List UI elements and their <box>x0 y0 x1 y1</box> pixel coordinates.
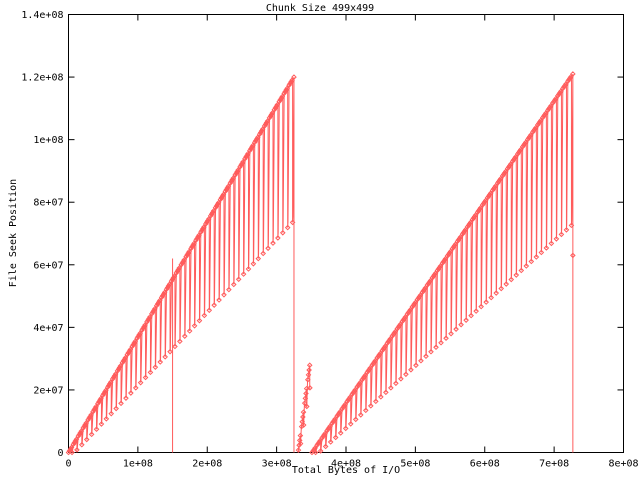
x-tick-label: 8e+08 <box>608 459 638 470</box>
y-tick-label: 8e+07 <box>33 198 63 209</box>
x-tick-label: 0 <box>65 459 71 470</box>
x-axis-label: Total Bytes of I/O <box>292 465 400 476</box>
x-tick-label: 1e+08 <box>123 459 153 470</box>
y-axis-label: File Seek Position <box>8 179 19 287</box>
x-tick-label: 6e+08 <box>470 459 500 470</box>
x-tick-label: 2e+08 <box>192 459 222 470</box>
y-tick-label: 2e+07 <box>33 385 63 396</box>
x-tick-label: 3e+08 <box>262 459 292 470</box>
y-tick-label: 1.4e+08 <box>21 10 63 21</box>
y-tick-label: 4e+07 <box>33 323 63 334</box>
y-tick-label: 6e+07 <box>33 260 63 271</box>
plot-frame <box>68 14 624 453</box>
series-markers <box>65 71 576 456</box>
x-tick-label: 5e+08 <box>400 459 430 470</box>
x-tick-label: 4e+08 <box>331 459 361 470</box>
data-series-seek-trace <box>65 71 576 456</box>
y-tick-label: 0 <box>57 448 63 459</box>
x-tick-label: 7e+08 <box>539 459 569 470</box>
chart-title: Chunk Size 499x499 <box>266 3 374 14</box>
y-tick-label: 1e+08 <box>33 135 63 146</box>
y-tick-label: 1.2e+08 <box>21 73 63 84</box>
x-axis-ticks: 0 1e+08 2e+08 3e+08 4e+08 5e+08 6e+08 7e+08 8e+0… <box>65 14 639 470</box>
